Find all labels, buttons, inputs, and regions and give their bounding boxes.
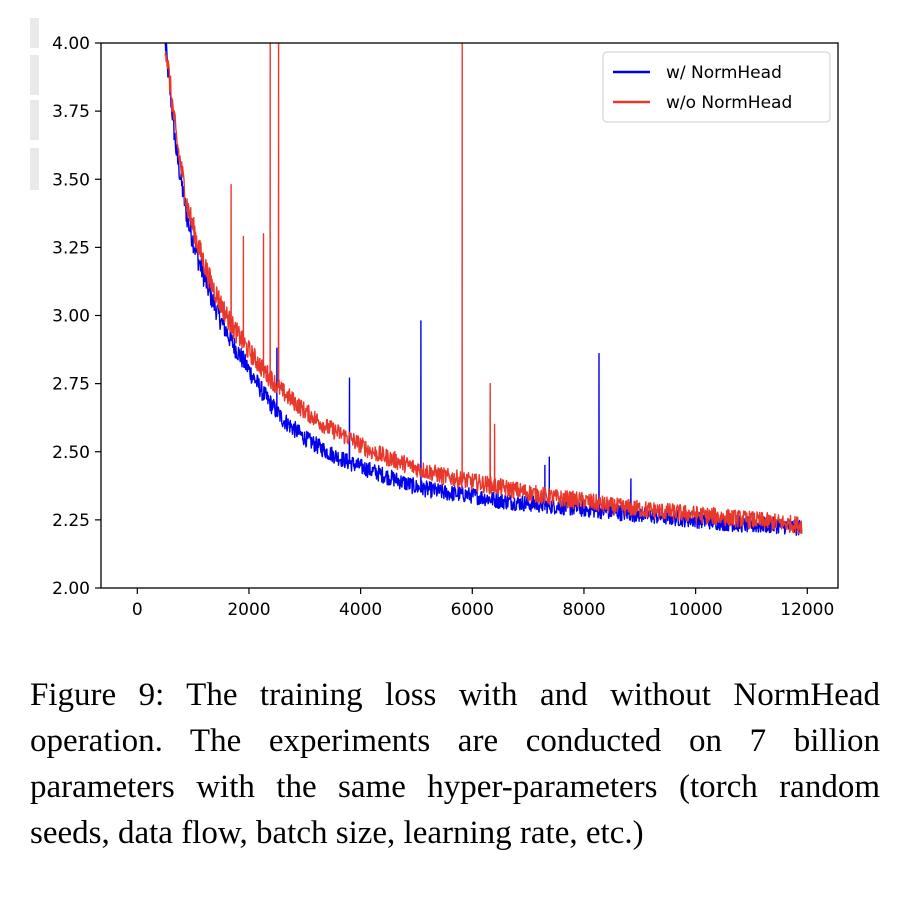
plot-frame [100,42,839,589]
legend-box [602,51,831,123]
x-tick-label: 10000 [669,600,723,620]
legend: w/ NormHead w/o NormHead [602,51,831,123]
y-tick-label: 3.50 [52,170,90,190]
y-tick-label: 3.75 [52,102,90,122]
legend-label-wo-normhead: w/o NormHead [666,93,792,113]
x-tick-label: 2000 [227,600,270,620]
x-tick-label: 12000 [780,600,834,620]
margin-mark [30,148,39,190]
loss-chart: 0 2000 4000 6000 8000 10000 12000 2.00 2.25 2.50… [52,34,839,620]
margin-mark [30,100,39,140]
x-tick-label: 6000 [451,600,494,620]
x-axis: 0 2000 4000 6000 8000 10000 12000 [132,588,834,620]
series-line-wo-normhead [164,43,803,535]
y-tick-label: 2.25 [52,511,90,531]
x-tick-label: 8000 [562,600,605,620]
y-tick-label: 4.00 [52,34,90,54]
figure-caption: Figure 9: The training loss with and wit… [30,677,880,851]
y-tick-label: 3.25 [52,238,90,258]
series-line-w-normhead [164,43,803,536]
margin-mark [30,18,39,48]
y-tick-label: 2.00 [52,579,90,599]
legend-label-w-normhead: w/ NormHead [666,63,782,83]
series-layer [164,43,803,536]
x-tick-label: 0 [132,600,143,620]
y-tick-label: 2.75 [52,375,90,395]
y-tick-label: 3.00 [52,307,90,327]
y-tick-label: 2.50 [52,443,90,463]
x-tick-label: 4000 [339,600,382,620]
margin-mark [30,55,39,95]
y-axis: 2.00 2.25 2.50 2.75 3.00 3.25 3.50 3.75 4.00 [52,34,101,599]
